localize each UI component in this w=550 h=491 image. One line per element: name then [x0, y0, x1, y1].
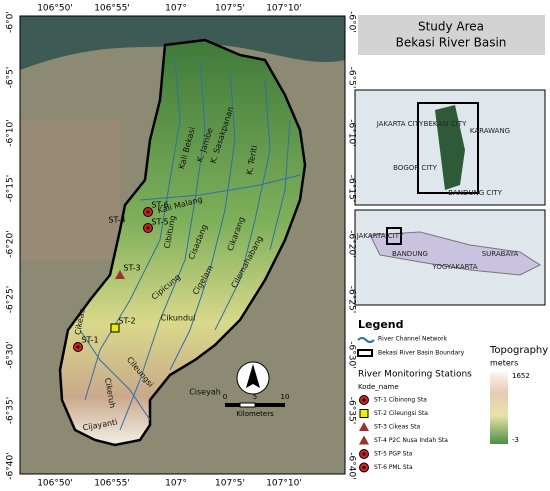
legend-station: ST-5 PGP Sta	[374, 451, 413, 458]
inset-label: BANDUNG	[392, 250, 428, 258]
legend-stations-title: River Monitoring Stations	[358, 370, 472, 380]
lat-label: -6°25'	[6, 286, 16, 313]
legend-field: Kode_name	[358, 383, 399, 391]
lat-label: -6°20'	[6, 230, 16, 257]
topo-min: -3	[512, 436, 519, 444]
scale-bar	[239, 402, 256, 408]
urban-area	[20, 120, 120, 260]
main-map	[19, 15, 346, 475]
legend-station-symbol	[362, 452, 366, 456]
lat-label: -6°10'	[6, 119, 16, 146]
lon-label: 107°	[165, 4, 187, 14]
title: Study Area	[418, 20, 484, 34]
lat-label: -6°30'	[347, 341, 357, 368]
scale-tick: 5	[253, 393, 257, 401]
legend-station: ST-1 Cibinong Sta	[374, 397, 427, 404]
inset-label: BOGOR CITY	[393, 164, 437, 172]
legend-boundary-symbol	[357, 349, 373, 357]
lat-label: -6°25'	[347, 286, 357, 313]
scale-tick: 0	[223, 393, 227, 401]
station-label: ST-4	[108, 216, 125, 225]
inset-label: YOGYAKARTA	[431, 263, 477, 271]
station-marker	[76, 345, 80, 349]
river-label: Cikeas	[73, 308, 86, 335]
lat-label: -6°40'	[347, 452, 357, 479]
station-marker	[115, 270, 125, 279]
inset-label: KARAWANG	[470, 127, 510, 135]
right-panel: Study Area Bekasi River Basin Legend Riv…	[354, 15, 548, 444]
lat-label: -6°30'	[6, 341, 16, 368]
rivers	[79, 59, 301, 431]
lat-label: -6°10'	[347, 119, 357, 146]
legend-station-symbol	[362, 398, 366, 402]
station-label: ST-6	[151, 201, 168, 210]
lon-label: 106°50'	[37, 4, 73, 14]
inset-label: JAKARTA CITY	[376, 120, 424, 128]
subtitle: Bekasi River Basin	[396, 36, 507, 50]
station-label: ST-2	[118, 317, 135, 326]
lon-label: 107°5'	[215, 4, 245, 14]
legend-title: Legend	[358, 318, 404, 331]
map-frame	[19, 15, 346, 475]
legend-station: ST-6 PML Sta	[374, 464, 413, 471]
topo-max: 1652	[512, 372, 530, 380]
river-label: Cikundul	[161, 314, 196, 323]
scale-bar	[225, 403, 240, 407]
scale-tick: 10	[281, 393, 290, 401]
station-label: ST-1	[81, 336, 98, 345]
legend-item: Bekasi River Basin Boundary	[378, 350, 465, 357]
lat-label: -6°5'	[347, 67, 357, 89]
inset-label: SURABAYA	[482, 250, 519, 258]
station-label: ST-5	[151, 218, 168, 227]
lon-label: 107°5'	[215, 479, 245, 489]
scale-bar	[255, 403, 285, 407]
station-marker	[146, 210, 150, 214]
lon-label: 107°	[165, 479, 187, 489]
lat-label: -6°0'	[6, 11, 16, 33]
inset-extent	[386, 227, 402, 245]
legend-station-symbol	[359, 435, 369, 445]
station-marker	[146, 226, 150, 230]
legend-station: ST-4 P2C Nusa Indah Sta	[374, 437, 448, 444]
inset-label: BEKASI CITY	[424, 120, 467, 128]
basin-boundary	[58, 38, 307, 447]
inset-label: BANDUNG CITY	[448, 189, 502, 197]
lat-label: -6°35'	[347, 397, 357, 424]
station-label: ST-3	[123, 264, 140, 273]
lat-label: -6°15'	[6, 175, 16, 202]
scale-unit: Kilometers	[236, 410, 274, 418]
inset-basin	[435, 105, 465, 190]
legend-river-symbol	[357, 337, 375, 343]
lon-label: 106°50'	[37, 479, 73, 489]
lon-label: 107°10'	[266, 479, 302, 489]
legend-station-symbol	[359, 422, 369, 431]
river-label: Ciseyah	[189, 388, 221, 397]
topo-title: Topography	[489, 345, 548, 356]
legend-station-symbol	[362, 466, 366, 469]
station-marker	[110, 323, 120, 333]
topo-unit: meters	[490, 359, 518, 368]
legend-station-symbol	[359, 409, 369, 418]
legend-station: ST-3 Cikeas Sta	[374, 424, 420, 431]
topo-colorbar	[490, 372, 508, 444]
north-arrow-head	[246, 364, 260, 388]
title-box	[358, 15, 545, 55]
lon-label: 106°55'	[94, 479, 130, 489]
lat-label: -6°5'	[6, 67, 16, 89]
lat-label: -6°20'	[347, 230, 357, 257]
inset-label: JAKARTA CITY	[356, 232, 404, 240]
legend-station: ST-2 Cileungsi Sta	[374, 410, 428, 417]
lon-label: 107°10'	[266, 4, 302, 14]
lat-label: -6°15'	[347, 175, 357, 202]
inset-extent	[417, 102, 479, 194]
lon-label: 106°55'	[94, 4, 130, 14]
java-island	[369, 231, 542, 276]
legend-item: River Channel Network	[378, 336, 448, 343]
lat-label: -6°0'	[347, 11, 357, 33]
lat-label: -6°35'	[6, 397, 16, 424]
lat-label: -6°40'	[6, 452, 16, 479]
